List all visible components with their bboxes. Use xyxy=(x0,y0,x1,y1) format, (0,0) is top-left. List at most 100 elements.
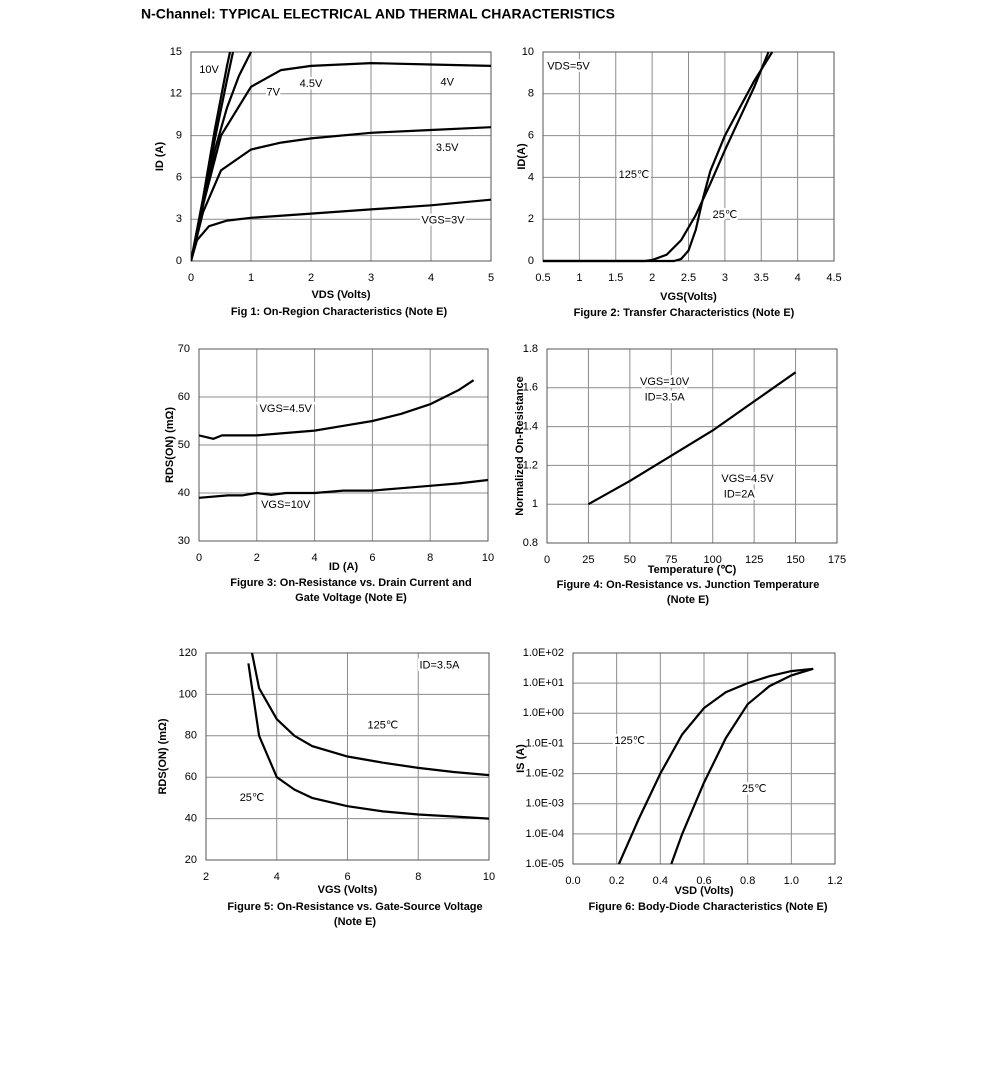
x-tick-label: 1 xyxy=(576,272,582,284)
y-tick-label: 1.0E-05 xyxy=(525,858,564,870)
x-tick-label: 1.0 xyxy=(784,875,799,887)
plot-border xyxy=(572,652,836,865)
figure-caption: (Note E) xyxy=(667,594,710,606)
curve xyxy=(199,379,475,440)
x-tick-label: 6 xyxy=(369,552,375,564)
x-tick-label: 6 xyxy=(344,871,350,883)
curve-label: VGS=3V xyxy=(421,214,465,226)
curve-label: VGS=4.5V xyxy=(721,473,774,485)
y-tick-label: 1.0E+01 xyxy=(523,677,564,689)
x-tick-label: 1.5 xyxy=(608,272,623,284)
curve-label: VGS=10V xyxy=(261,499,311,511)
plot-border xyxy=(198,348,489,542)
y-tick-label: 20 xyxy=(185,854,197,866)
x-tick-label: 0.0 xyxy=(565,875,580,887)
x-tick-label: 100 xyxy=(704,554,722,566)
curve xyxy=(247,663,490,820)
y-tick-label: 30 xyxy=(178,535,190,547)
y-tick-label: 6 xyxy=(528,130,534,142)
figure-caption: Figure 6: Body-Diode Characteristics (No… xyxy=(589,901,828,913)
y-tick-label: 1.0E+02 xyxy=(523,647,564,659)
curve xyxy=(670,667,814,865)
curve xyxy=(543,51,774,263)
y-tick-label: 1.6 xyxy=(523,382,538,394)
x-tick-label: 10 xyxy=(482,552,494,564)
y-tick-label: 15 xyxy=(170,46,182,58)
y-tick-label: 1.0E-02 xyxy=(525,767,564,779)
y-axis-label: RDS(ON) (mΩ) xyxy=(164,407,176,483)
x-axis-label: VGS(Volts) xyxy=(660,291,717,303)
curve xyxy=(199,478,489,499)
curve-label: 4.5V xyxy=(300,78,323,90)
plot-border xyxy=(542,51,835,262)
plot-border xyxy=(205,652,490,861)
x-tick-label: 10 xyxy=(483,871,495,883)
y-tick-label: 1.0E-04 xyxy=(525,828,564,840)
y-tick-label: 9 xyxy=(176,130,182,142)
y-axis-label: ID(A) xyxy=(516,143,528,170)
curve-label: 10V xyxy=(199,64,219,76)
y-tick-label: 1.0E+00 xyxy=(523,707,564,719)
curve-label: 7V xyxy=(266,86,280,98)
curve-label: 4V xyxy=(440,77,454,89)
y-tick-label: 10 xyxy=(522,46,534,58)
x-tick-label: 3 xyxy=(368,272,374,284)
x-tick-label: 75 xyxy=(665,554,677,566)
curve-label: VGS=10V xyxy=(640,376,690,388)
curve xyxy=(191,61,492,262)
curve-label: VDS=5V xyxy=(547,61,590,73)
y-axis-label: ID (A) xyxy=(154,142,166,172)
curve-label: 125℃ xyxy=(614,735,645,747)
x-tick-label: 2 xyxy=(649,272,655,284)
x-tick-label: 0 xyxy=(196,552,202,564)
y-tick-label: 50 xyxy=(178,439,190,451)
y-tick-label: 60 xyxy=(178,391,190,403)
x-axis-label: Temperature (℃) xyxy=(648,564,737,576)
x-tick-label: 0 xyxy=(188,272,194,284)
figure-caption: Figure 2: Transfer Characteristics (Note… xyxy=(574,307,795,319)
y-tick-label: 100 xyxy=(179,688,197,700)
x-tick-label: 8 xyxy=(427,552,433,564)
curve-label: 25℃ xyxy=(713,209,738,221)
x-tick-label: 1 xyxy=(248,272,254,284)
curve xyxy=(191,126,492,262)
plot-border xyxy=(190,51,492,262)
y-axis-label: IS (A) xyxy=(515,744,527,773)
page-title: N-Channel: TYPICAL ELECTRICAL AND THERMA… xyxy=(141,6,615,22)
curve-label: 25℃ xyxy=(240,792,265,804)
x-tick-label: 50 xyxy=(624,554,636,566)
curve-label: ID=3.5A xyxy=(419,659,460,671)
x-tick-label: 4 xyxy=(312,552,318,564)
y-tick-label: 12 xyxy=(170,88,182,100)
figure-caption: (Note E) xyxy=(334,916,377,928)
figure-caption: Figure 3: On-Resistance vs. Drain Curren… xyxy=(230,577,471,589)
y-axis-label: RDS(ON) (mΩ) xyxy=(157,718,169,794)
x-tick-label: 3 xyxy=(722,272,728,284)
x-tick-label: 3.5 xyxy=(754,272,769,284)
x-tick-label: 4.5 xyxy=(826,272,841,284)
x-axis-label: VDS (Volts) xyxy=(311,289,370,301)
y-tick-label: 1.8 xyxy=(523,343,538,355)
y-tick-label: 1.0E-03 xyxy=(525,798,564,810)
x-tick-label: 1.2 xyxy=(827,875,842,887)
x-tick-label: 2 xyxy=(308,272,314,284)
x-tick-label: 0.6 xyxy=(696,875,711,887)
x-tick-label: 0 xyxy=(544,554,550,566)
y-tick-label: 1.0E-01 xyxy=(525,737,564,749)
y-tick-label: 40 xyxy=(178,487,190,499)
curve xyxy=(617,667,814,865)
plot-border xyxy=(546,348,838,544)
x-axis-label: VGS (Volts) xyxy=(318,884,378,896)
x-tick-label: 0.8 xyxy=(740,875,755,887)
x-tick-label: 25 xyxy=(582,554,594,566)
curve-label: 125℃ xyxy=(368,719,399,731)
x-tick-label: 4 xyxy=(274,871,280,883)
y-tick-label: 0 xyxy=(528,255,534,267)
curve-label: 3.5V xyxy=(436,142,459,154)
y-tick-label: 6 xyxy=(176,171,182,183)
x-tick-label: 2 xyxy=(254,552,260,564)
figure-caption: Fig 1: On-Region Characteristics (Note E… xyxy=(231,306,448,318)
y-tick-label: 60 xyxy=(185,771,197,783)
